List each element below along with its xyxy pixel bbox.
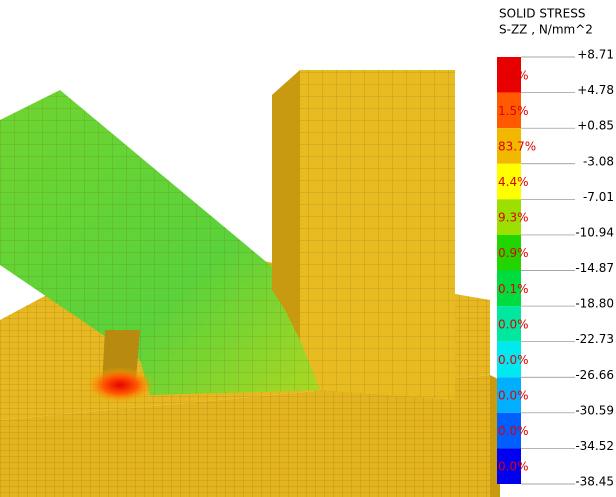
bound-label: -26.66 bbox=[575, 368, 614, 382]
band-percent: 0.1% bbox=[498, 68, 529, 82]
band-percent: 0.0% bbox=[498, 317, 529, 331]
band-percent: 0.0% bbox=[498, 353, 529, 367]
model bbox=[0, 70, 500, 497]
bound-label: -30.59 bbox=[575, 403, 614, 417]
screenshot: SOLID STRESS S-ZZ , N/mm^2 0.1% 1.5% 83.7%… bbox=[0, 0, 616, 497]
bound-label: -18.80 bbox=[575, 297, 614, 311]
bound-label: +0.85 bbox=[577, 119, 614, 133]
band-percent: 0.0% bbox=[498, 424, 529, 438]
band-percent: 0.0% bbox=[498, 460, 529, 474]
band-percent: 0.1% bbox=[498, 282, 529, 296]
bound-label: +8.71 bbox=[577, 48, 614, 62]
band-percent: 9.3% bbox=[498, 211, 529, 225]
bound-label: -14.87 bbox=[575, 261, 614, 275]
band-percent: 0.0% bbox=[498, 389, 529, 403]
band-percent: 1.5% bbox=[498, 104, 529, 118]
band-percent: 83.7% bbox=[498, 139, 536, 153]
band-percent: 0.9% bbox=[498, 246, 529, 260]
legend-title: SOLID STRESS bbox=[499, 7, 585, 21]
bound-label: -34.52 bbox=[575, 439, 614, 453]
bound-label: +4.78 bbox=[577, 83, 614, 97]
legend: SOLID STRESS S-ZZ , N/mm^2 0.1% 1.5% 83.7%… bbox=[497, 7, 614, 489]
bound-label: -22.73 bbox=[575, 332, 614, 346]
bound-label: -3.08 bbox=[583, 154, 614, 168]
bound-label: -38.45 bbox=[575, 475, 614, 489]
bound-label: -7.01 bbox=[583, 190, 614, 204]
legend-title: S-ZZ , N/mm^2 bbox=[499, 23, 593, 37]
viewport: SOLID STRESS S-ZZ , N/mm^2 0.1% 1.5% 83.7%… bbox=[0, 0, 616, 497]
bound-label: -10.94 bbox=[575, 225, 614, 239]
band-percent: 4.4% bbox=[498, 175, 529, 189]
